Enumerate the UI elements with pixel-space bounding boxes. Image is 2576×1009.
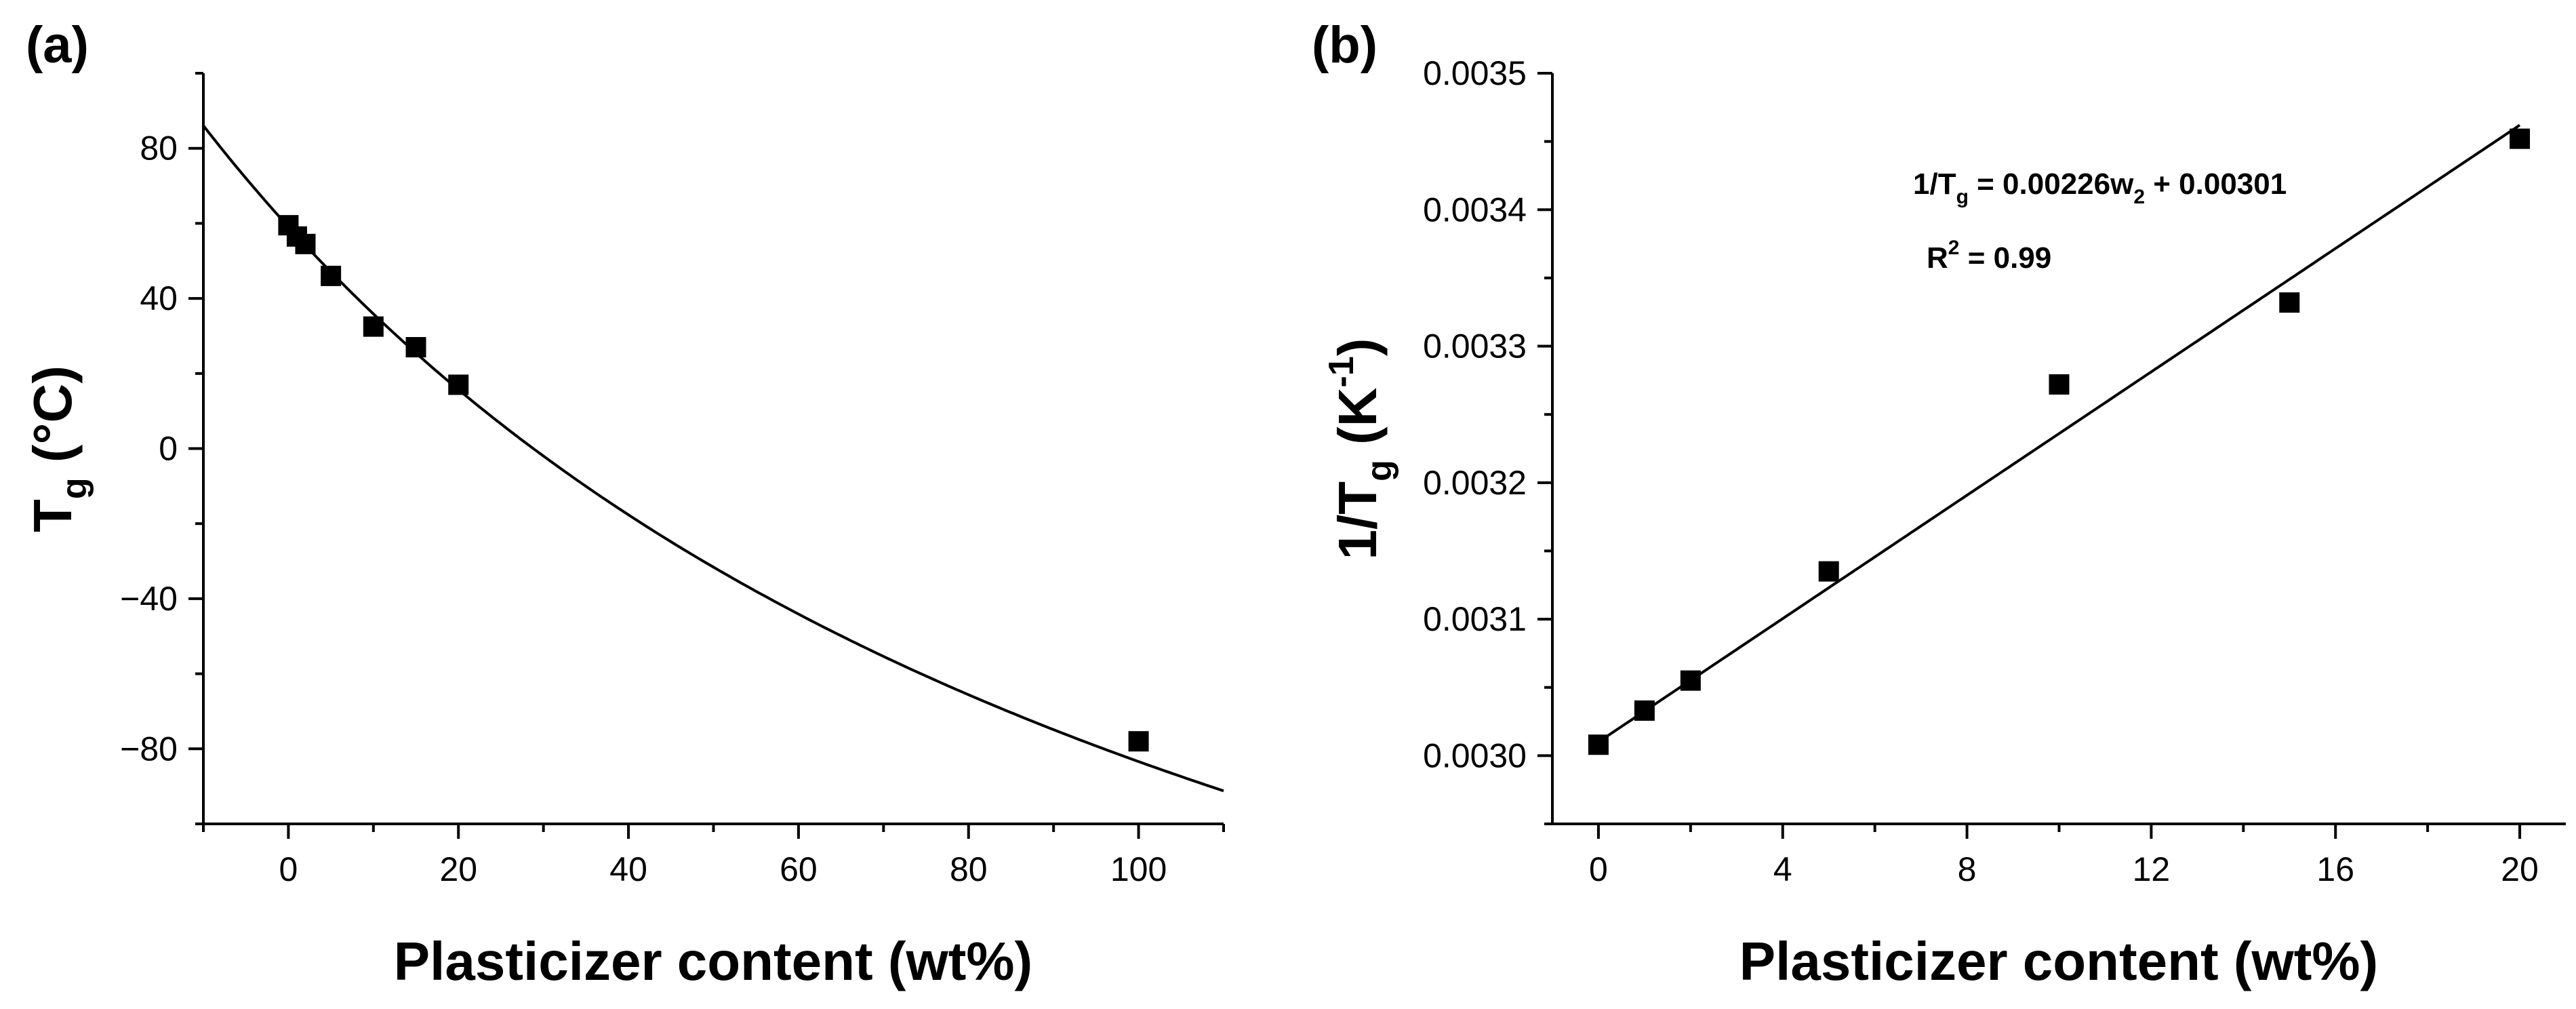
r2-r: R (1927, 241, 1948, 275)
panel-a-x-axis-title: Plasticizer content (wt%) (394, 931, 1032, 991)
panel-b: (b) 0 4 8 12 16 20 0.00300.00310.00320.00330.… (1312, 16, 2566, 991)
panel-a-fit-curve-group (202, 124, 1224, 793)
panel-b-label: (b) (1312, 16, 1377, 74)
data-point-square (295, 233, 316, 254)
data-point-square (2510, 128, 2531, 149)
panel-b-y-title-unit: (K (1327, 387, 1388, 460)
x-tick-label: 4 (1773, 850, 1792, 888)
data-point-square (2279, 292, 2300, 313)
x-tick-label: 20 (2501, 850, 2539, 888)
panel-b-y-title-sup: -1 (1322, 356, 1361, 387)
panel-b-fit-line-group (1597, 123, 2521, 743)
panel-a-axes (202, 73, 1224, 825)
y-tick-label: 80 (140, 130, 178, 167)
x-tick-label: 8 (1958, 850, 1977, 888)
panel-a-y-title-main: T (22, 499, 83, 532)
eq-mid: = 0.00226w (1969, 167, 2134, 201)
y-tick-label: 0.0034 (1423, 191, 1527, 229)
data-point-square (1588, 734, 1609, 755)
panel-a: (a) 0 20 40 60 80 100 −80 −40 0 40 80 Plasticizer… (22, 16, 1225, 991)
x-tick-label: 100 (1110, 850, 1167, 888)
panel-b-fit-line (1597, 123, 2521, 743)
data-point-square (1128, 731, 1149, 752)
x-tick-label: 20 (439, 850, 477, 888)
x-tick-label: 16 (2316, 850, 2354, 888)
panel-a-y-axis-title: Tg (°C) (22, 365, 94, 532)
panel-b-y-title-close: ) (1327, 338, 1388, 357)
eq-w-sub: 2 (2133, 186, 2145, 208)
r2-rest: = 0.99 (1959, 241, 2051, 275)
panel-b-y-title-sub: g (1360, 460, 1399, 481)
y-tick-label: 0.0031 (1423, 600, 1527, 638)
y-tick-label: 0.0030 (1423, 736, 1527, 774)
x-tick-label: 60 (780, 850, 818, 888)
panel-a-y-title-sub: g (55, 477, 94, 499)
panel-a-fit-curve (202, 124, 1224, 793)
panel-b-fit-equation: 1/Tg = 0.00226w2 + 0.00301 (1913, 167, 2287, 208)
y-tick-label: −80 (120, 730, 178, 768)
y-tick-label: 0.0035 (1423, 54, 1527, 92)
panel-b-r-squared: R2 = 0.99 (1927, 237, 2051, 275)
panel-b-x-axis-title: Plasticizer content (wt%) (1739, 931, 2378, 991)
data-point-square (321, 265, 342, 286)
panel-b-y-ticks: 0.0030 0.0031 0.0032 0.0033 0.0034 0.0035 (1423, 54, 1552, 825)
eq-lhs-sub: g (1956, 186, 1969, 208)
x-tick-label: 80 (950, 850, 988, 888)
data-point-square (448, 374, 469, 395)
data-point-square (405, 337, 426, 358)
y-tick-label: 0 (159, 430, 178, 468)
eq-lhs: 1/T (1913, 167, 1956, 201)
panel-a-x-ticks: 0 20 40 60 80 100 (202, 824, 1225, 888)
x-tick-label: 0 (1589, 850, 1608, 888)
data-point-square (1818, 561, 1839, 582)
x-tick-label: 12 (2133, 850, 2171, 888)
data-point-square (1680, 670, 1701, 691)
y-tick-label: −40 (120, 580, 178, 618)
panel-a-y-title-unit: (°C) (22, 365, 83, 477)
panel-a-y-ticks: −80 −40 0 40 80 (120, 72, 203, 825)
panel-b-y-axis-title: 1/Tg (K-1) (1322, 338, 1399, 560)
data-point-square (1634, 700, 1655, 721)
panel-a-label: (a) (26, 16, 89, 74)
panel-b-y-title-main: 1/T (1327, 481, 1388, 560)
eq-rest: + 0.00301 (2145, 167, 2287, 201)
r2-sup: 2 (1948, 237, 1960, 259)
x-tick-label: 0 (279, 850, 298, 888)
panel-b-x-ticks: 0 4 8 12 16 20 (1589, 824, 2539, 888)
y-tick-label: 0.0032 (1423, 464, 1527, 502)
y-tick-label: 40 (140, 279, 178, 317)
data-point-square (363, 316, 384, 337)
panel-b-data-points (1588, 128, 2531, 755)
y-tick-label: 0.0033 (1423, 328, 1527, 365)
panel-a-data-points (278, 215, 1149, 752)
data-point-square (2049, 374, 2070, 395)
x-tick-label: 40 (609, 850, 647, 888)
